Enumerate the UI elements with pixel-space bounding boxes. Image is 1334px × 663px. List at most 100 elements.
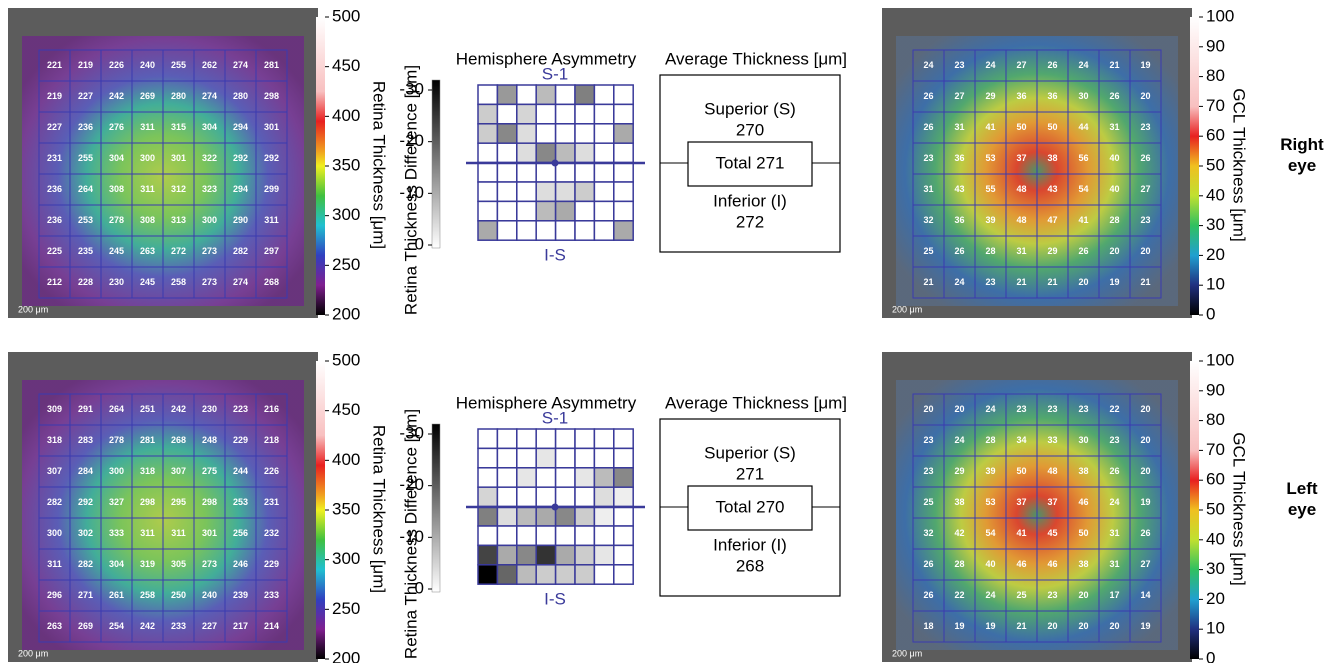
asymmetry-cell xyxy=(496,486,518,508)
thickness-value: 23 xyxy=(1140,122,1150,132)
asymmetry-cell xyxy=(535,200,557,222)
thickness-value: 24 xyxy=(985,590,995,600)
thickness-value: 26 xyxy=(923,559,933,569)
thickness-value: 300 xyxy=(140,153,155,163)
thickness-value: 19 xyxy=(1109,277,1119,287)
thickness-value: 20 xyxy=(1140,404,1150,414)
asymmetry-cell xyxy=(593,181,615,203)
thickness-value: 21 xyxy=(1016,277,1026,287)
average-title: Average Thickness [μm] xyxy=(665,49,847,68)
total-box xyxy=(687,485,813,531)
asymmetry-cell xyxy=(613,467,634,488)
asymmetry-cell xyxy=(574,142,596,164)
thickness-value: 229 xyxy=(233,435,248,445)
colorbar-tick-label: 0 xyxy=(1206,648,1215,663)
asymmetry-cell xyxy=(516,505,537,527)
colorbar-tick-label: 500 xyxy=(332,350,360,369)
thickness-value: 301 xyxy=(171,153,186,163)
thickness-value: 264 xyxy=(109,404,124,414)
thickness-value: 231 xyxy=(47,153,62,163)
thickness-value: 26 xyxy=(923,91,933,101)
thickness-value: 31 xyxy=(923,184,933,194)
asymmetry-cell xyxy=(613,505,634,527)
thickness-value: 227 xyxy=(47,122,62,132)
asymmetry-cell xyxy=(574,564,596,585)
thickness-value: 214 xyxy=(264,621,279,631)
asymmetry-cell xyxy=(574,447,596,469)
thickness-value: 223 xyxy=(233,404,248,414)
thickness-value: 226 xyxy=(264,466,279,476)
thickness-value: 31 xyxy=(1016,246,1026,256)
asymmetry-tick-label: -20 xyxy=(399,475,424,494)
thickness-value: 311 xyxy=(140,528,155,538)
thickness-value: 233 xyxy=(264,590,279,600)
thickness-value: 311 xyxy=(264,215,279,225)
thickness-value: 258 xyxy=(140,590,155,600)
thickness-value: 19 xyxy=(1140,621,1150,631)
thickness-value: 250 xyxy=(171,590,186,600)
asymmetry-cell xyxy=(496,467,518,488)
thickness-value: 300 xyxy=(109,466,124,476)
asymmetry-cell xyxy=(554,564,576,585)
asymmetry-cell xyxy=(554,544,576,566)
thickness-value: 17 xyxy=(1109,590,1119,600)
thickness-value: 23 xyxy=(1109,435,1119,445)
thickness-value: 27 xyxy=(1140,559,1150,569)
asymmetry-cell xyxy=(477,200,499,222)
thickness-value: 54 xyxy=(1078,184,1088,194)
grid-cell xyxy=(255,610,288,643)
thickness-value: 56 xyxy=(1078,153,1088,163)
asymmetry-cell xyxy=(613,161,634,183)
thickness-value: 273 xyxy=(202,559,217,569)
thickness-value: 20 xyxy=(954,404,964,414)
thickness-value: 280 xyxy=(233,91,248,101)
thickness-value: 304 xyxy=(109,153,124,163)
asymmetry-cell xyxy=(516,564,537,585)
asymmetry-cell xyxy=(535,123,557,144)
thickness-value: 20 xyxy=(923,404,933,414)
asymmetry-cell xyxy=(574,220,596,241)
colorbar-tick-label: 50 xyxy=(1206,499,1225,518)
colorbar xyxy=(316,17,325,315)
asymmetry-axis-label: Retina Thickness Difference [μm] xyxy=(401,409,420,659)
thickness-value: 244 xyxy=(233,466,248,476)
asymmetry-cell xyxy=(477,428,499,450)
thickness-value: 20 xyxy=(1140,435,1150,445)
asymmetry-cell xyxy=(496,428,518,450)
thickness-value: 284 xyxy=(78,466,93,476)
thickness-value: 27 xyxy=(1016,60,1026,70)
grid-cell xyxy=(1129,610,1162,643)
asymmetry-cell xyxy=(477,123,499,144)
thickness-value: 31 xyxy=(1109,528,1119,538)
asymmetry-cell xyxy=(535,220,557,241)
colorbar-tick-label: 80 xyxy=(1206,66,1225,85)
asymmetry-cell xyxy=(535,428,557,450)
thickness-value: 36 xyxy=(1047,91,1057,101)
thickness-value: 24 xyxy=(923,60,933,70)
asymmetry-cell xyxy=(477,525,499,547)
asymmetry-cell xyxy=(593,467,615,488)
asymmetry-cell xyxy=(593,486,615,508)
asymmetry-cell xyxy=(593,123,615,144)
thickness-value: 40 xyxy=(1109,153,1119,163)
thickness-value: 327 xyxy=(109,497,124,507)
thickness-value: 20 xyxy=(1109,246,1119,256)
asymmetry-cell xyxy=(574,181,596,203)
asymmetry-cell xyxy=(593,161,615,183)
asymmetry-cell xyxy=(554,142,576,164)
thickness-value: 38 xyxy=(1078,559,1088,569)
thickness-value: 37 xyxy=(1016,497,1026,507)
thickness-value: 23 xyxy=(1016,404,1026,414)
asymmetry-cell xyxy=(593,84,615,106)
thickness-value: 26 xyxy=(923,122,933,132)
thickness-value: 245 xyxy=(109,246,124,256)
thickness-value: 39 xyxy=(985,466,995,476)
thickness-value: 333 xyxy=(109,528,124,538)
superior-label: Superior (S) xyxy=(704,99,796,118)
asymmetry-cell xyxy=(535,486,557,508)
colorbar-tick-label: 60 xyxy=(1206,126,1225,145)
thickness-value: 26 xyxy=(1047,60,1057,70)
thickness-value: 275 xyxy=(202,466,217,476)
thickness-value: 53 xyxy=(985,497,995,507)
thickness-value: 40 xyxy=(985,559,995,569)
